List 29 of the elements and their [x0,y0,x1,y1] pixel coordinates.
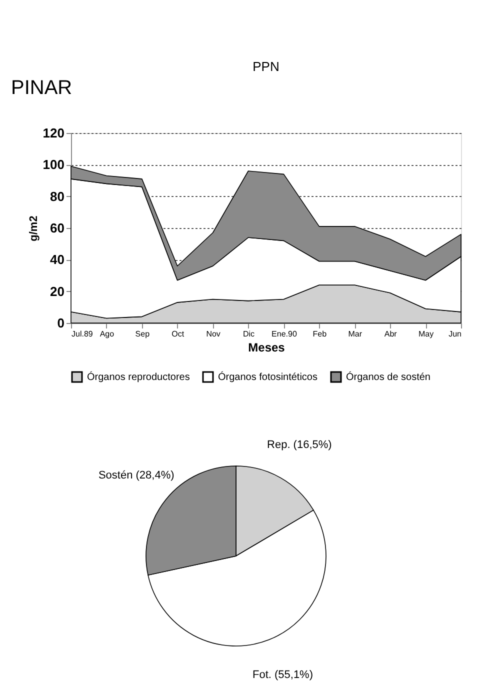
slice-label: Sostén (28,4%) [98,470,174,482]
slice-label: Rep. (16,5%) [267,438,332,451]
legend-label: Órganos de sostén [346,371,430,383]
x-tick-label: Dic [242,330,255,338]
text: PINAR [11,77,72,99]
x-tick-label: Abr [384,330,398,338]
x-tick-label: Feb [312,330,328,338]
y-tick-label: 40 [50,252,64,268]
x-tick-label: Sep [135,330,150,338]
x-tick-label: Mar [348,330,362,338]
x-tick-label: Nov [206,330,220,338]
x-tick-label: Jul.89 [72,330,94,338]
x-tick-label: May [418,330,434,338]
x-tick-label: Oct [172,330,185,338]
y-tick-label: 20 [50,284,64,299]
x-tick-label: Ene.90 [272,330,298,338]
y-tick-label: 100 [42,157,64,172]
y-tick-label: 60 [50,220,64,236]
slice-label: Fot. (55,1%) [252,669,314,682]
y-tick-label: 80 [50,188,64,204]
y-axis-title: g/m2 [28,216,40,242]
legend-label: Órganos fotosintéticos [218,371,318,383]
x-tick-label: Jun [448,330,462,338]
y-tick-label: 120 [42,126,64,140]
x-tick-label: Ago [100,330,115,338]
y-tick-label: 0 [57,316,64,330]
chart-title: PPN [252,59,280,74]
legend-label: Órganos reproductores [87,371,190,383]
x-axis-title: Meses [248,340,286,354]
